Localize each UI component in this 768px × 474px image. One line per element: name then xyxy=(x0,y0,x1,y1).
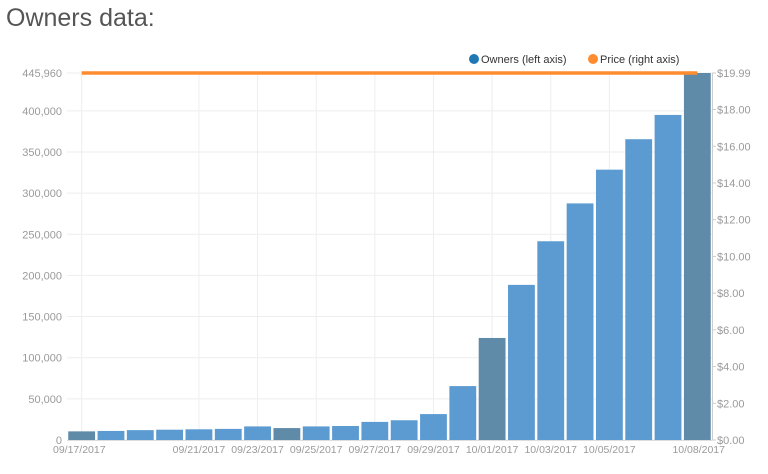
x-axis-tick-label: 10/03/2017 xyxy=(524,444,577,456)
right-axis-tick-label: $18.00 xyxy=(717,105,751,117)
owners-bars xyxy=(68,73,711,440)
owners-bar[interactable] xyxy=(684,73,711,440)
owners-bar[interactable] xyxy=(98,431,125,440)
owners-bar[interactable] xyxy=(156,430,183,440)
owners-bar[interactable] xyxy=(391,420,418,440)
owners-bar[interactable] xyxy=(186,429,213,440)
owners-bar[interactable] xyxy=(332,426,359,440)
owners-bar[interactable] xyxy=(479,338,506,440)
x-axis-tick-label: 10/08/2017 xyxy=(672,444,725,456)
x-axis-tick-label: 10/01/2017 xyxy=(466,444,519,456)
left-axis-tick-label: 100,000 xyxy=(22,353,62,365)
x-axis-tick-label: 09/29/2017 xyxy=(407,444,460,456)
owners-bar[interactable] xyxy=(537,241,564,440)
owners-bar[interactable] xyxy=(420,414,447,440)
left-axis-tick-label: 400,000 xyxy=(22,106,62,118)
left-axis-tick-label: 200,000 xyxy=(22,270,62,282)
x-axis-tick-label: 10/05/2017 xyxy=(583,444,636,456)
left-axis-tick-label: 250,000 xyxy=(22,229,62,241)
owners-bar[interactable] xyxy=(244,426,271,440)
owners-bar[interactable] xyxy=(449,386,476,440)
legend-price-marker xyxy=(588,54,598,64)
owners-bar[interactable] xyxy=(625,139,652,440)
right-axis-tick-label: $16.00 xyxy=(717,141,751,153)
right-axis-tick-label: $10.00 xyxy=(717,251,751,263)
chart-legend: Owners (left axis) Price (right axis) xyxy=(469,54,679,66)
x-axis-tick-label: 09/21/2017 xyxy=(173,444,226,456)
left-axis-tick-label: 445,960 xyxy=(22,68,62,80)
right-axis-tick-label: $8.00 xyxy=(717,288,745,300)
owners-bar[interactable] xyxy=(303,426,330,440)
owners-bar[interactable] xyxy=(508,285,535,440)
owners-bar[interactable] xyxy=(655,115,682,440)
right-axis-tick-label: $2.00 xyxy=(717,398,745,410)
left-axis-tick-label: 300,000 xyxy=(22,188,62,200)
x-axis-tick-label: 09/27/2017 xyxy=(349,444,402,456)
right-axis: $0.00$2.00$4.00$6.00$8.00$10.00$12.00$14… xyxy=(712,68,751,447)
left-axis: 050,000100,000150,000200,000250,000300,0… xyxy=(22,68,62,447)
legend-owners-marker xyxy=(469,54,479,64)
left-axis-tick-label: 50,000 xyxy=(28,394,62,406)
owners-bar[interactable] xyxy=(215,429,242,440)
right-axis-tick-label: $14.00 xyxy=(717,178,751,190)
owners-bar[interactable] xyxy=(567,203,594,440)
owners-bar[interactable] xyxy=(596,170,623,440)
x-axis-tick-label: 09/23/2017 xyxy=(231,444,284,456)
right-axis-tick-label: $19.99 xyxy=(717,68,751,80)
x-axis-tick-label: 09/17/2017 xyxy=(53,444,106,456)
owners-bar[interactable] xyxy=(127,430,154,440)
owners-bar[interactable] xyxy=(68,431,95,440)
left-axis-tick-label: 350,000 xyxy=(22,147,62,159)
owners-bar[interactable] xyxy=(361,422,388,440)
left-axis-tick-label: 150,000 xyxy=(22,312,62,324)
x-axis-tick-label: 09/25/2017 xyxy=(290,444,343,456)
legend-price-label[interactable]: Price (right axis) xyxy=(600,54,679,66)
right-axis-tick-label: $12.00 xyxy=(717,215,751,227)
owners-bar[interactable] xyxy=(273,428,300,440)
x-axis: 09/17/2017 09/21/2017 09/23/2017 09/25/2017… xyxy=(53,441,725,457)
legend-owners-label[interactable]: Owners (left axis) xyxy=(481,54,567,66)
right-axis-tick-label: $6.00 xyxy=(717,325,745,337)
right-axis-tick-label: $4.00 xyxy=(717,362,745,374)
